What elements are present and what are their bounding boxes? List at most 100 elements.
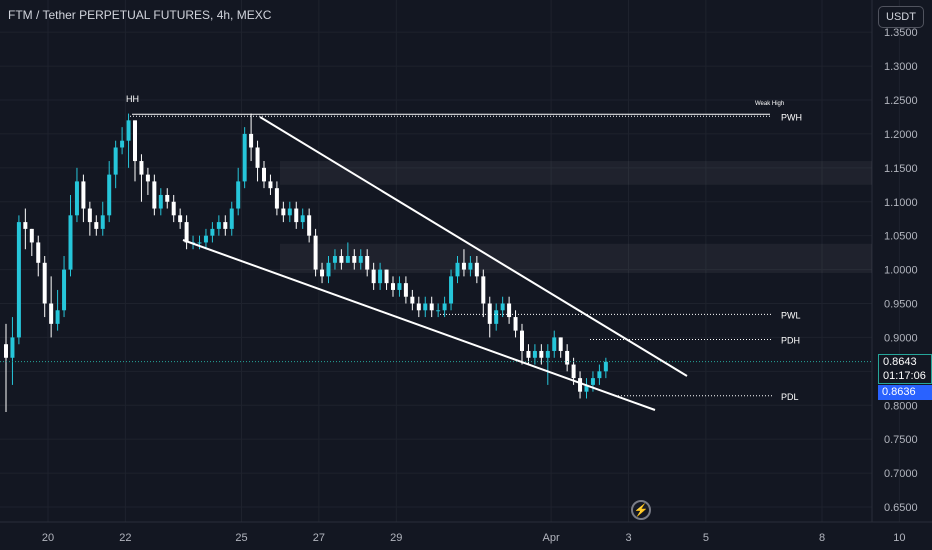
candle-body [410,296,415,304]
candle-body [545,350,550,358]
candle-body [507,303,512,318]
candle-body [378,269,383,284]
candle-body [352,256,357,263]
candle-body [229,208,234,229]
candle-body [249,133,254,148]
level-label: PWH [781,112,802,122]
candle-body [165,194,170,202]
x-tick-label: 29 [390,532,402,544]
y-tick-label: 0.7500 [884,434,918,446]
candle-body [300,215,305,223]
level-label: PDH [781,335,800,345]
candle-body [578,378,583,392]
candle-body [513,317,518,331]
candle-body [158,194,163,209]
y-tick-label: 1.0000 [884,265,918,277]
candle-body [197,242,202,244]
candle-body [436,310,441,312]
y-tick-label: 0.9000 [884,332,918,344]
candle-body [42,262,47,304]
zone-rect [280,243,872,273]
candle-body [294,208,299,223]
weak-high-annotation: Weak High [755,101,784,107]
candle-body [107,174,112,216]
candle-body [216,222,221,229]
chart-title: FTM / Tether PERPETUAL FUTURES, 4h, MEXC [8,8,272,22]
candle-body [403,283,408,297]
candle-body [326,262,331,277]
candle-body [320,269,325,277]
candle-body [29,228,34,243]
candle-body [520,330,524,351]
candle-body [74,181,79,216]
x-tick-label: 5 [703,532,709,544]
candle-body [236,181,241,209]
candle-body [178,215,183,223]
candle-body [384,269,389,284]
y-tick-label: 1.2500 [884,95,918,107]
candle-body [62,269,67,311]
x-tick-label: 10 [893,532,905,544]
candle-body [223,222,228,229]
y-tick-label: 1.2000 [884,129,918,141]
candle-body [68,215,73,270]
candle-body [532,350,537,358]
candle-body [358,256,363,263]
x-tick-label: 8 [819,532,825,544]
candle-body [597,371,602,379]
candle-body [391,283,395,290]
candle-body [461,262,466,270]
candle-body [565,350,570,365]
candle-body [113,147,118,175]
candle-body [552,337,557,351]
y-tick-label: 1.3500 [884,27,918,39]
candle-body [4,344,8,358]
candle-body [584,384,589,392]
currency-button[interactable]: USDT [878,6,924,28]
candle-body [23,222,28,229]
x-tick-label: 25 [235,532,247,544]
candle-body [603,361,608,372]
candle-body [100,215,105,229]
y-tick-label: 1.1000 [884,197,918,209]
candle-body [539,350,544,358]
bid-price-tag: 0.8636 [878,385,932,400]
candle-body [139,161,144,175]
lightning-bolt-icon[interactable]: ⚡ [631,500,651,520]
candle-body [152,181,157,209]
last-price-value: 0.8643 [883,356,917,368]
candle-body [255,147,260,168]
candle-body [55,310,60,324]
level-label: PDL [781,392,799,402]
candle-body [242,133,247,182]
candle-body [210,228,215,236]
candle-body [371,269,376,284]
candle-body [133,120,137,162]
candle-body [332,256,337,263]
x-tick-label: 20 [42,532,54,544]
candle-body [429,303,434,311]
x-tick-label: 27 [313,532,325,544]
candle-body [500,303,505,311]
candle-body [481,276,486,304]
zone-rect [280,161,872,185]
candle-body [526,350,531,358]
y-tick-label: 0.7000 [884,468,918,480]
candle-body [307,215,312,236]
candle-body [94,222,99,229]
candle-body [126,120,131,141]
candle-body [487,303,492,324]
y-tick-label: 0.6500 [884,502,918,514]
wedge-lower-line [182,239,656,411]
last-price-tag: 0.8643 01:17:06 [878,354,932,384]
candle-body [474,262,479,277]
candle-body [184,222,189,243]
candle-body [339,256,344,263]
candle-body [397,283,402,290]
candle-body [313,235,318,270]
x-tick-label: Apr [543,532,560,544]
candle-body [145,174,150,182]
candle-body [81,181,86,209]
y-tick-label: 0.8000 [884,400,918,412]
